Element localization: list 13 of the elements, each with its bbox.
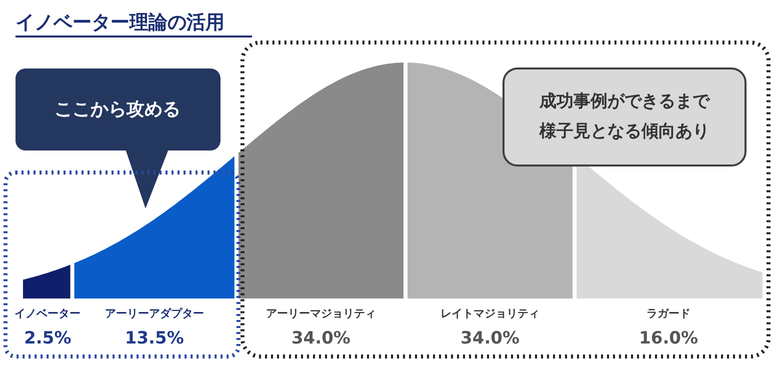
category-label: レイトマジョリティ	[440, 307, 540, 320]
text: ここから攻める	[54, 99, 180, 120]
text: 成功事例ができるまで様子見となる傾向あり	[538, 92, 710, 142]
category-label: アーリーマジョリティ	[266, 307, 376, 320]
data-label: 2.5%	[24, 328, 72, 348]
data-label: 34.0%	[460, 328, 520, 348]
category-label: イノベーター	[14, 307, 81, 320]
category-label: ラガード	[646, 307, 691, 320]
data-label: 13.5%	[124, 328, 184, 348]
category-label: アーリーアダプター	[104, 307, 204, 320]
data-label: 34.0%	[291, 328, 350, 348]
data-label: 16.0%	[639, 328, 698, 348]
text: イノベーター理論の活用	[16, 12, 224, 34]
